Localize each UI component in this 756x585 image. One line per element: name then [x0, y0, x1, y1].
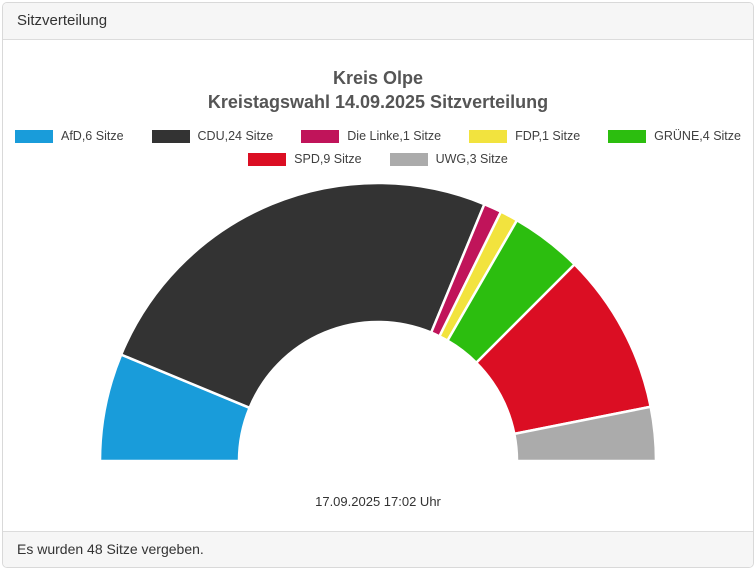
segment-uwg[interactable] [512, 405, 658, 463]
legend: AfD,6 Sitze CDU,24 Sitze Die Linke,1 Sitze… [3, 129, 753, 166]
legend-label: AfD,6 Sitze [61, 129, 124, 143]
chart-wrap [3, 175, 753, 472]
segment-cdu[interactable] [119, 181, 487, 410]
chart-title-line1: Kreis Olpe [332, 68, 424, 88]
chart-title-line2: Kreistagswahl 14.09.2025 Sitzverteilung [207, 92, 549, 112]
legend-item-cdu[interactable]: CDU,24 Sitze [151, 129, 274, 143]
legend-swatch [248, 152, 287, 166]
legend-swatch [389, 152, 428, 166]
legend-swatch [151, 129, 190, 143]
seat-distribution-half-donut [98, 181, 658, 463]
legend-swatch [469, 129, 508, 143]
legend-row: SPD,9 Sitze UWG,3 Sitze [3, 152, 753, 166]
legend-item-spd[interactable]: SPD,9 Sitze [248, 152, 362, 166]
legend-item-afd[interactable]: AfD,6 Sitze [15, 129, 124, 143]
legend-swatch [301, 129, 340, 143]
chart-title: Kreis Olpe Kreistagswahl 14.09.2025 Sitz… [3, 66, 753, 114]
legend-item-fdp[interactable]: FDP,1 Sitze [469, 129, 580, 143]
legend-label: CDU,24 Sitze [197, 129, 274, 143]
legend-label: FDP,1 Sitze [515, 129, 581, 143]
panel-footer: Es wurden 48 Sitze vergeben. [3, 531, 753, 567]
legend-swatch [15, 129, 53, 143]
legend-label: SPD,9 Sitze [294, 152, 362, 166]
legend-label: UWG,3 Sitze [435, 152, 508, 166]
legend-item-grüne[interactable]: GRÜNE,4 Sitze [608, 129, 741, 143]
sitzverteilung-panel: Sitzverteilung Kreis Olpe Kreistagswahl … [2, 2, 754, 568]
legend-row: AfD,6 Sitze CDU,24 Sitze Die Linke,1 Sitze… [3, 129, 753, 143]
legend-label: Die Linke,1 Sitze [347, 129, 442, 143]
legend-item-die-linke[interactable]: Die Linke,1 Sitze [301, 129, 441, 143]
legend-item-uwg[interactable]: UWG,3 Sitze [389, 152, 508, 166]
panel-header: Sitzverteilung [3, 3, 753, 40]
timestamp: 17.09.2025 17:02 Uhr [315, 494, 441, 509]
legend-label: GRÜNE,4 Sitze [654, 129, 741, 143]
chart-area: Kreis Olpe Kreistagswahl 14.09.2025 Sitz… [3, 40, 753, 531]
footer-text: Es wurden 48 Sitze vergeben. [17, 541, 204, 557]
panel-title: Sitzverteilung [17, 12, 108, 29]
legend-swatch [608, 129, 647, 143]
